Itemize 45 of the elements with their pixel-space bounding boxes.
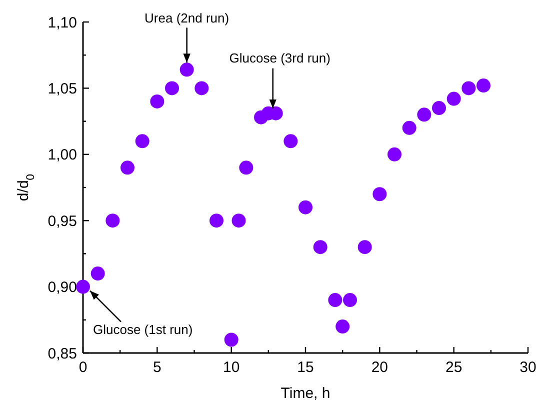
x-tick-label: 20 — [371, 359, 388, 376]
point — [224, 332, 238, 347]
point — [76, 280, 90, 294]
point — [120, 160, 134, 175]
point — [106, 214, 120, 228]
y-tick-label: 0,85 — [48, 345, 77, 362]
point — [313, 240, 328, 254]
y-tick-label: 1,00 — [48, 146, 77, 164]
point — [239, 160, 254, 175]
x-axis-title: Time, h — [280, 385, 330, 402]
point — [135, 134, 150, 148]
point — [210, 214, 224, 228]
point — [90, 266, 105, 281]
point — [328, 293, 342, 308]
x-tick-label: 25 — [445, 359, 462, 376]
point — [462, 81, 476, 96]
point — [417, 108, 432, 122]
x-tick-label: 0 — [78, 359, 88, 376]
point — [284, 134, 298, 148]
annotation: Glucose (1st run) — [93, 322, 193, 337]
x-tick-label: 15 — [297, 359, 314, 376]
y-tick-label: 0,90 — [48, 279, 77, 296]
point — [298, 200, 312, 214]
y-tick-label: 1,10 — [48, 14, 77, 32]
point — [388, 147, 402, 162]
point — [476, 78, 490, 93]
point — [336, 320, 350, 334]
point — [165, 81, 179, 96]
annotation: Urea (2nd run) — [144, 10, 230, 26]
point — [402, 120, 416, 135]
x-tick-label: 5 — [152, 359, 162, 376]
point — [372, 187, 387, 202]
point — [150, 94, 164, 108]
point — [432, 101, 446, 116]
x-tick-label: 30 — [520, 359, 536, 376]
point — [180, 62, 194, 77]
y-tick-label: 1,05 — [48, 80, 77, 98]
y-tick-label: 0,95 — [48, 212, 77, 230]
point — [343, 293, 357, 308]
annotation: Glucose (3rd run) — [229, 50, 330, 66]
point — [232, 214, 246, 228]
point — [446, 92, 461, 106]
point — [358, 240, 372, 254]
x-tick-label: 10 — [222, 359, 240, 376]
point — [194, 81, 209, 96]
